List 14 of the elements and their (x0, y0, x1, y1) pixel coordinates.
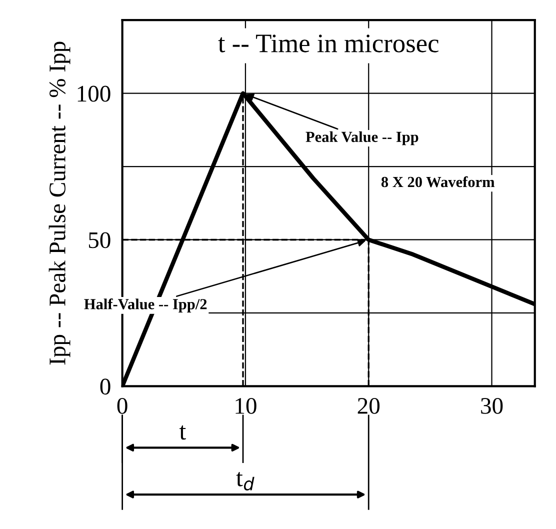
y-axis-title: Ipp -- Peak Pulse Current -- % Ipp (48, 42, 70, 365)
y-tick-label: 100 (78, 86, 110, 102)
text: t (179, 425, 186, 440)
x-tick-label: 30 (481, 398, 503, 414)
annotation: Peak Value -- Ipp (306, 131, 418, 146)
text: t$_{d}$ (236, 472, 254, 490)
x-tick-label: 20 (358, 398, 380, 414)
x-tick-label: 0 (117, 398, 128, 414)
x-tick-label: 10 (236, 398, 256, 414)
annotation: 8 X 20 Waveform (381, 176, 495, 188)
annotation: Half-Value -- Ipp/2 (84, 298, 207, 312)
y-tick-label: 50 (88, 232, 110, 248)
y-tick-label: 0 (100, 378, 110, 395)
annotation: t -- Time in microsec (218, 34, 438, 52)
